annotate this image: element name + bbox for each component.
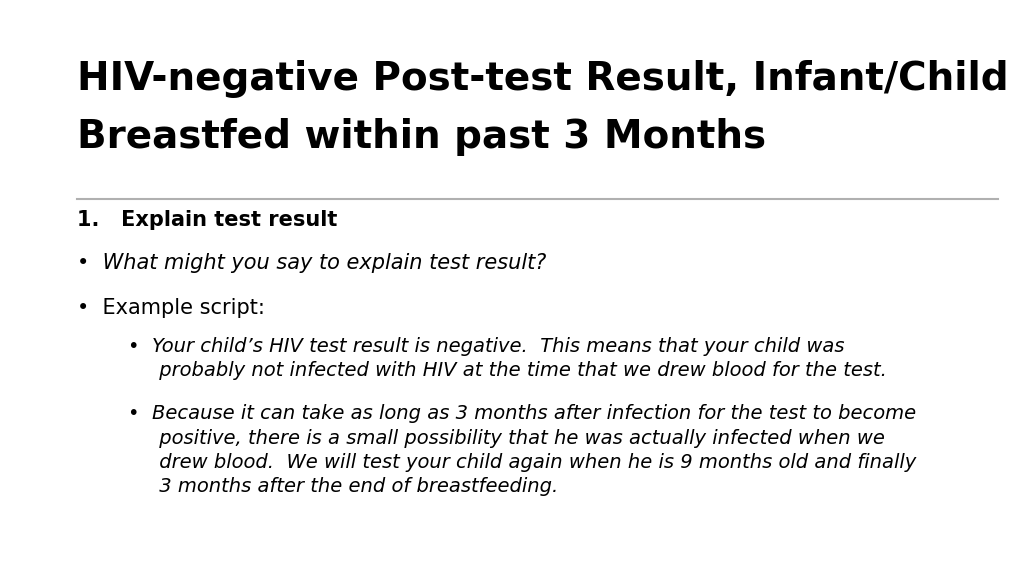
Text: HIV-negative Post-test Result, Infant/Child: HIV-negative Post-test Result, Infant/Ch… [77,60,1009,98]
Text: Breastfed within past 3 Months: Breastfed within past 3 Months [77,118,766,156]
Text: •  Because it can take as long as 3 months after infection for the test to becom: • Because it can take as long as 3 month… [128,404,916,496]
Text: •  Example script:: • Example script: [77,298,264,319]
Text: •  What might you say to explain test result?: • What might you say to explain test res… [77,253,546,274]
Text: •  Your child’s HIV test result is negative.  This means that your child was
   : • Your child’s HIV test result is negati… [128,337,887,380]
Text: 1.   Explain test result: 1. Explain test result [77,210,337,230]
